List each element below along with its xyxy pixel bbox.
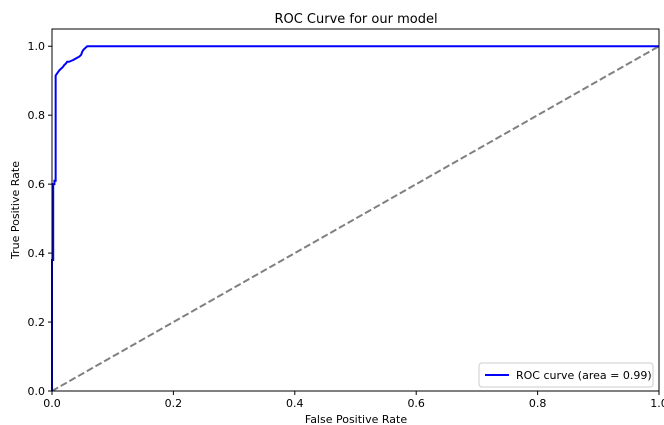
legend-box	[478, 362, 654, 388]
x-tick-label: 0.8	[529, 397, 547, 410]
plot-frame	[51, 28, 660, 392]
roc-curve-line	[51, 45, 659, 391]
y-tick-label: 0.2	[28, 316, 46, 329]
x-axis-title: False Positive Rate	[305, 413, 407, 425]
y-tick-label: 0.4	[28, 247, 46, 260]
x-tick-label: 0.6	[407, 397, 425, 410]
y-axis: 0.0 0.2 0.4 0.6 0.8 1.0	[28, 40, 52, 398]
x-tick-label: 0.0	[43, 397, 61, 410]
y-tick-label: 0.0	[28, 385, 46, 398]
x-axis: 0.0 0.2 0.4 0.6 0.8 1.0	[43, 391, 664, 410]
chart-title: ROC Curve for our model	[274, 12, 437, 27]
y-tick-label: 0.6	[28, 178, 46, 191]
plot-area	[51, 45, 660, 392]
y-tick-label: 1.0	[28, 40, 46, 53]
x-tick-label: 0.4	[286, 397, 304, 410]
y-axis-title: True Positive Rate	[9, 161, 22, 260]
y-tick-label: 0.8	[28, 109, 46, 122]
diagonal-reference-line	[51, 45, 660, 392]
legend-label: ROC curve (area = 0.99)	[516, 369, 652, 382]
legend: ROC curve (area = 0.99)	[478, 362, 654, 388]
x-tick-label: 1.0	[650, 397, 664, 410]
x-tick-label: 0.2	[165, 397, 183, 410]
